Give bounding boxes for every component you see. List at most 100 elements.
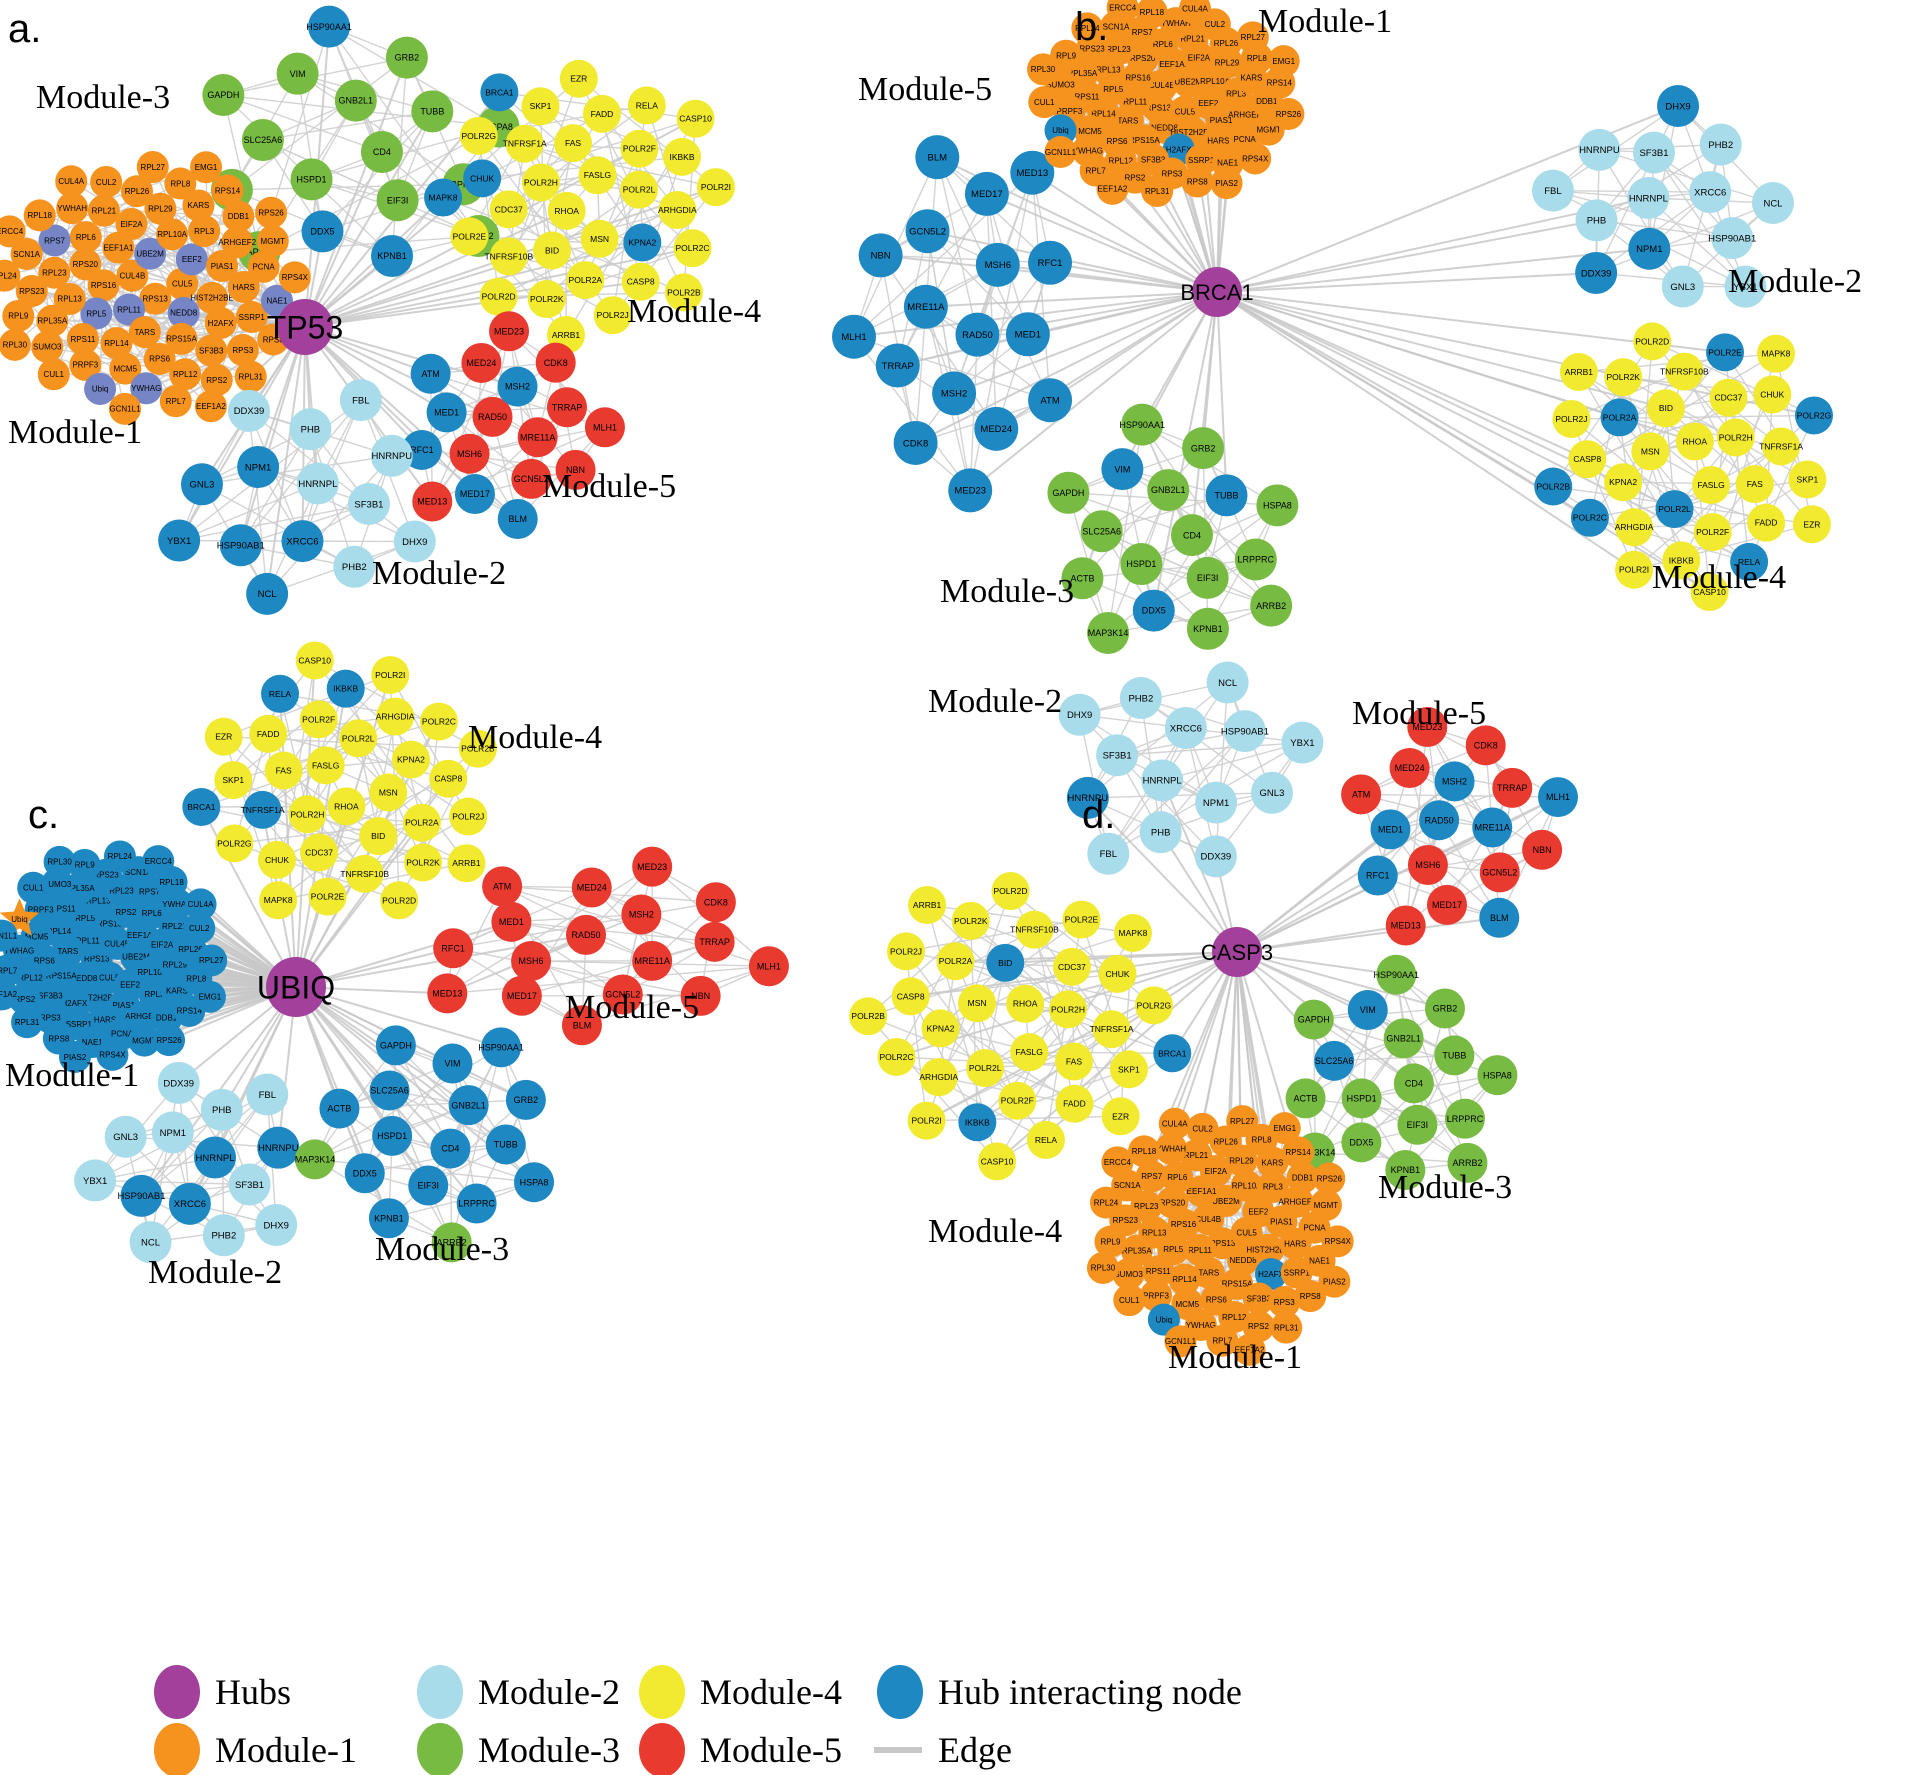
gene-node-CHUK xyxy=(1753,375,1792,414)
gene-node-SF3B3 xyxy=(1242,1282,1275,1315)
gene-node-TNFRSF10B xyxy=(489,237,528,276)
gene-node-PHB xyxy=(200,1088,243,1131)
gene-node-CUL4A xyxy=(184,888,217,921)
gene-node-GNB2L1 xyxy=(448,1085,489,1126)
edge xyxy=(95,1179,250,1186)
edge xyxy=(296,73,324,232)
gene-node-MAPK8 xyxy=(424,178,463,217)
gene-node-CUL4A xyxy=(1158,1107,1191,1140)
edge xyxy=(259,235,479,253)
gene-node-MED23 xyxy=(632,846,673,887)
gene-node-MSH6 xyxy=(1407,845,1448,886)
hub-edge xyxy=(1087,797,1238,953)
gene-node-POLR2K xyxy=(1604,358,1643,397)
edge xyxy=(1121,468,1257,561)
gene-node-RPS11 xyxy=(66,323,99,356)
hub-node-ubiq xyxy=(266,957,326,1017)
hub-edge xyxy=(1216,247,1650,293)
gene-node-MED1 xyxy=(1005,312,1050,357)
gene-node-EZR xyxy=(1792,505,1831,544)
gene-node-CUL5 xyxy=(166,267,199,300)
gene-node-BID xyxy=(986,943,1025,982)
gene-node-CUL1 xyxy=(1113,1284,1146,1317)
gene-node-RPL3 xyxy=(1256,1170,1289,1203)
gene-node-KARS xyxy=(182,189,215,222)
gene-node-SLC25A6 xyxy=(241,119,284,162)
gene-node-CASP8 xyxy=(1568,440,1607,479)
gene-node-RPL7 xyxy=(1206,1324,1239,1357)
gene-node-SLC25A6 xyxy=(369,1070,410,1111)
gene-node-ERCC4 xyxy=(1101,1146,1134,1179)
gene-node-EEF1A2 xyxy=(1096,172,1129,205)
gene-node-EIF2A xyxy=(115,208,148,241)
gene-node-UBE2M xyxy=(134,237,167,270)
module-label-module-4: Module-4 xyxy=(468,719,602,756)
gene-node-PIAS2 xyxy=(1318,1265,1351,1298)
gene-node-HSPA8 xyxy=(1256,484,1299,527)
gene-node-MED13 xyxy=(1010,150,1055,195)
hub-edge xyxy=(1216,291,1554,488)
gene-node-RPS15A xyxy=(165,322,198,355)
gene-node-CDC37 xyxy=(1052,947,1091,986)
gene-node-HSP90AA1 xyxy=(1121,403,1164,446)
edge xyxy=(223,94,383,153)
edge xyxy=(446,866,653,995)
gene-node-PIAS1 xyxy=(206,249,239,282)
gene-node-HNRNPU xyxy=(370,434,413,477)
gene-node-NPM1 xyxy=(1195,781,1238,824)
gene-node-POLR2I xyxy=(907,1101,946,1140)
gene-node-IKBKB xyxy=(326,669,365,708)
edge xyxy=(1409,767,1543,851)
gene-node-ARHGEF2 xyxy=(221,226,254,259)
gene-node-CD4 xyxy=(360,131,403,173)
gene-node-SUMO3 xyxy=(1112,1257,1145,1290)
module-label-module-5: Module-5 xyxy=(858,71,992,108)
gene-node-RPL24 xyxy=(0,259,21,292)
hub-edge xyxy=(1216,219,1597,293)
gene-node-RPL14 xyxy=(100,327,133,360)
gene-node-DDB1 xyxy=(222,200,255,233)
edge xyxy=(172,1131,277,1226)
gene-node-MED23 xyxy=(1407,707,1448,748)
gene-node-POLR2C xyxy=(1570,498,1609,537)
gene-node-EIF3I xyxy=(408,1165,449,1206)
gene-node-YWHAH xyxy=(56,192,89,225)
gene-node-SF3B1 xyxy=(1096,734,1139,777)
gene-node-NBN xyxy=(1522,829,1563,870)
gene-node-DDX39 xyxy=(1194,835,1237,878)
nodes-layer: CD4HSPD1GNB2L1EIF3ISLC25A6TUBBDDX5VIMLRP… xyxy=(0,0,1834,1366)
gene-node-GCN5L2 xyxy=(905,209,950,254)
gene-node-ACTB xyxy=(1285,1078,1326,1119)
module-label-module-3: Module-3 xyxy=(375,1231,509,1268)
gene-node-MSN xyxy=(369,773,408,812)
legend-label-hub-interacting-node: Hub interacting node xyxy=(938,1672,1242,1712)
gene-node-CDK8 xyxy=(695,882,736,923)
gene-node-FASLG xyxy=(1010,1033,1049,1072)
gene-node-POLR2A xyxy=(402,803,441,842)
hub-edge xyxy=(295,674,392,988)
gene-node-POLR2A xyxy=(936,942,975,981)
gene-node-RHOA xyxy=(327,787,366,826)
hub-edge xyxy=(953,291,1218,395)
gene-node-FASLG xyxy=(306,746,345,785)
gene-node-RPL18 xyxy=(23,199,56,232)
gene-node-RPL31 xyxy=(11,1006,44,1039)
gene-node-RPL27 xyxy=(195,944,228,977)
gene-node-POLR2J xyxy=(593,296,632,335)
gene-node-YBX1 xyxy=(1281,721,1324,764)
gene-node-POLR2H xyxy=(1048,990,1087,1029)
gene-node-POLR2G xyxy=(215,824,254,863)
edge xyxy=(1082,558,1256,579)
gene-node-EIF3I xyxy=(1186,556,1229,599)
gene-node-ARRB2 xyxy=(431,1222,472,1263)
gene-node-TRRAP xyxy=(694,921,735,962)
gene-node-GAPDH xyxy=(202,74,245,117)
gene-node-POLR2D xyxy=(1633,322,1672,361)
gene-node-SKP1 xyxy=(214,761,253,800)
gene-node-EZR xyxy=(1101,1097,1140,1136)
gene-node-SF3B3 xyxy=(195,334,228,367)
gene-node-TNFRSF1A xyxy=(243,790,282,829)
gene-node-ARHGDIA xyxy=(919,1058,958,1097)
gene-node-HSP90AB1 xyxy=(219,524,262,567)
